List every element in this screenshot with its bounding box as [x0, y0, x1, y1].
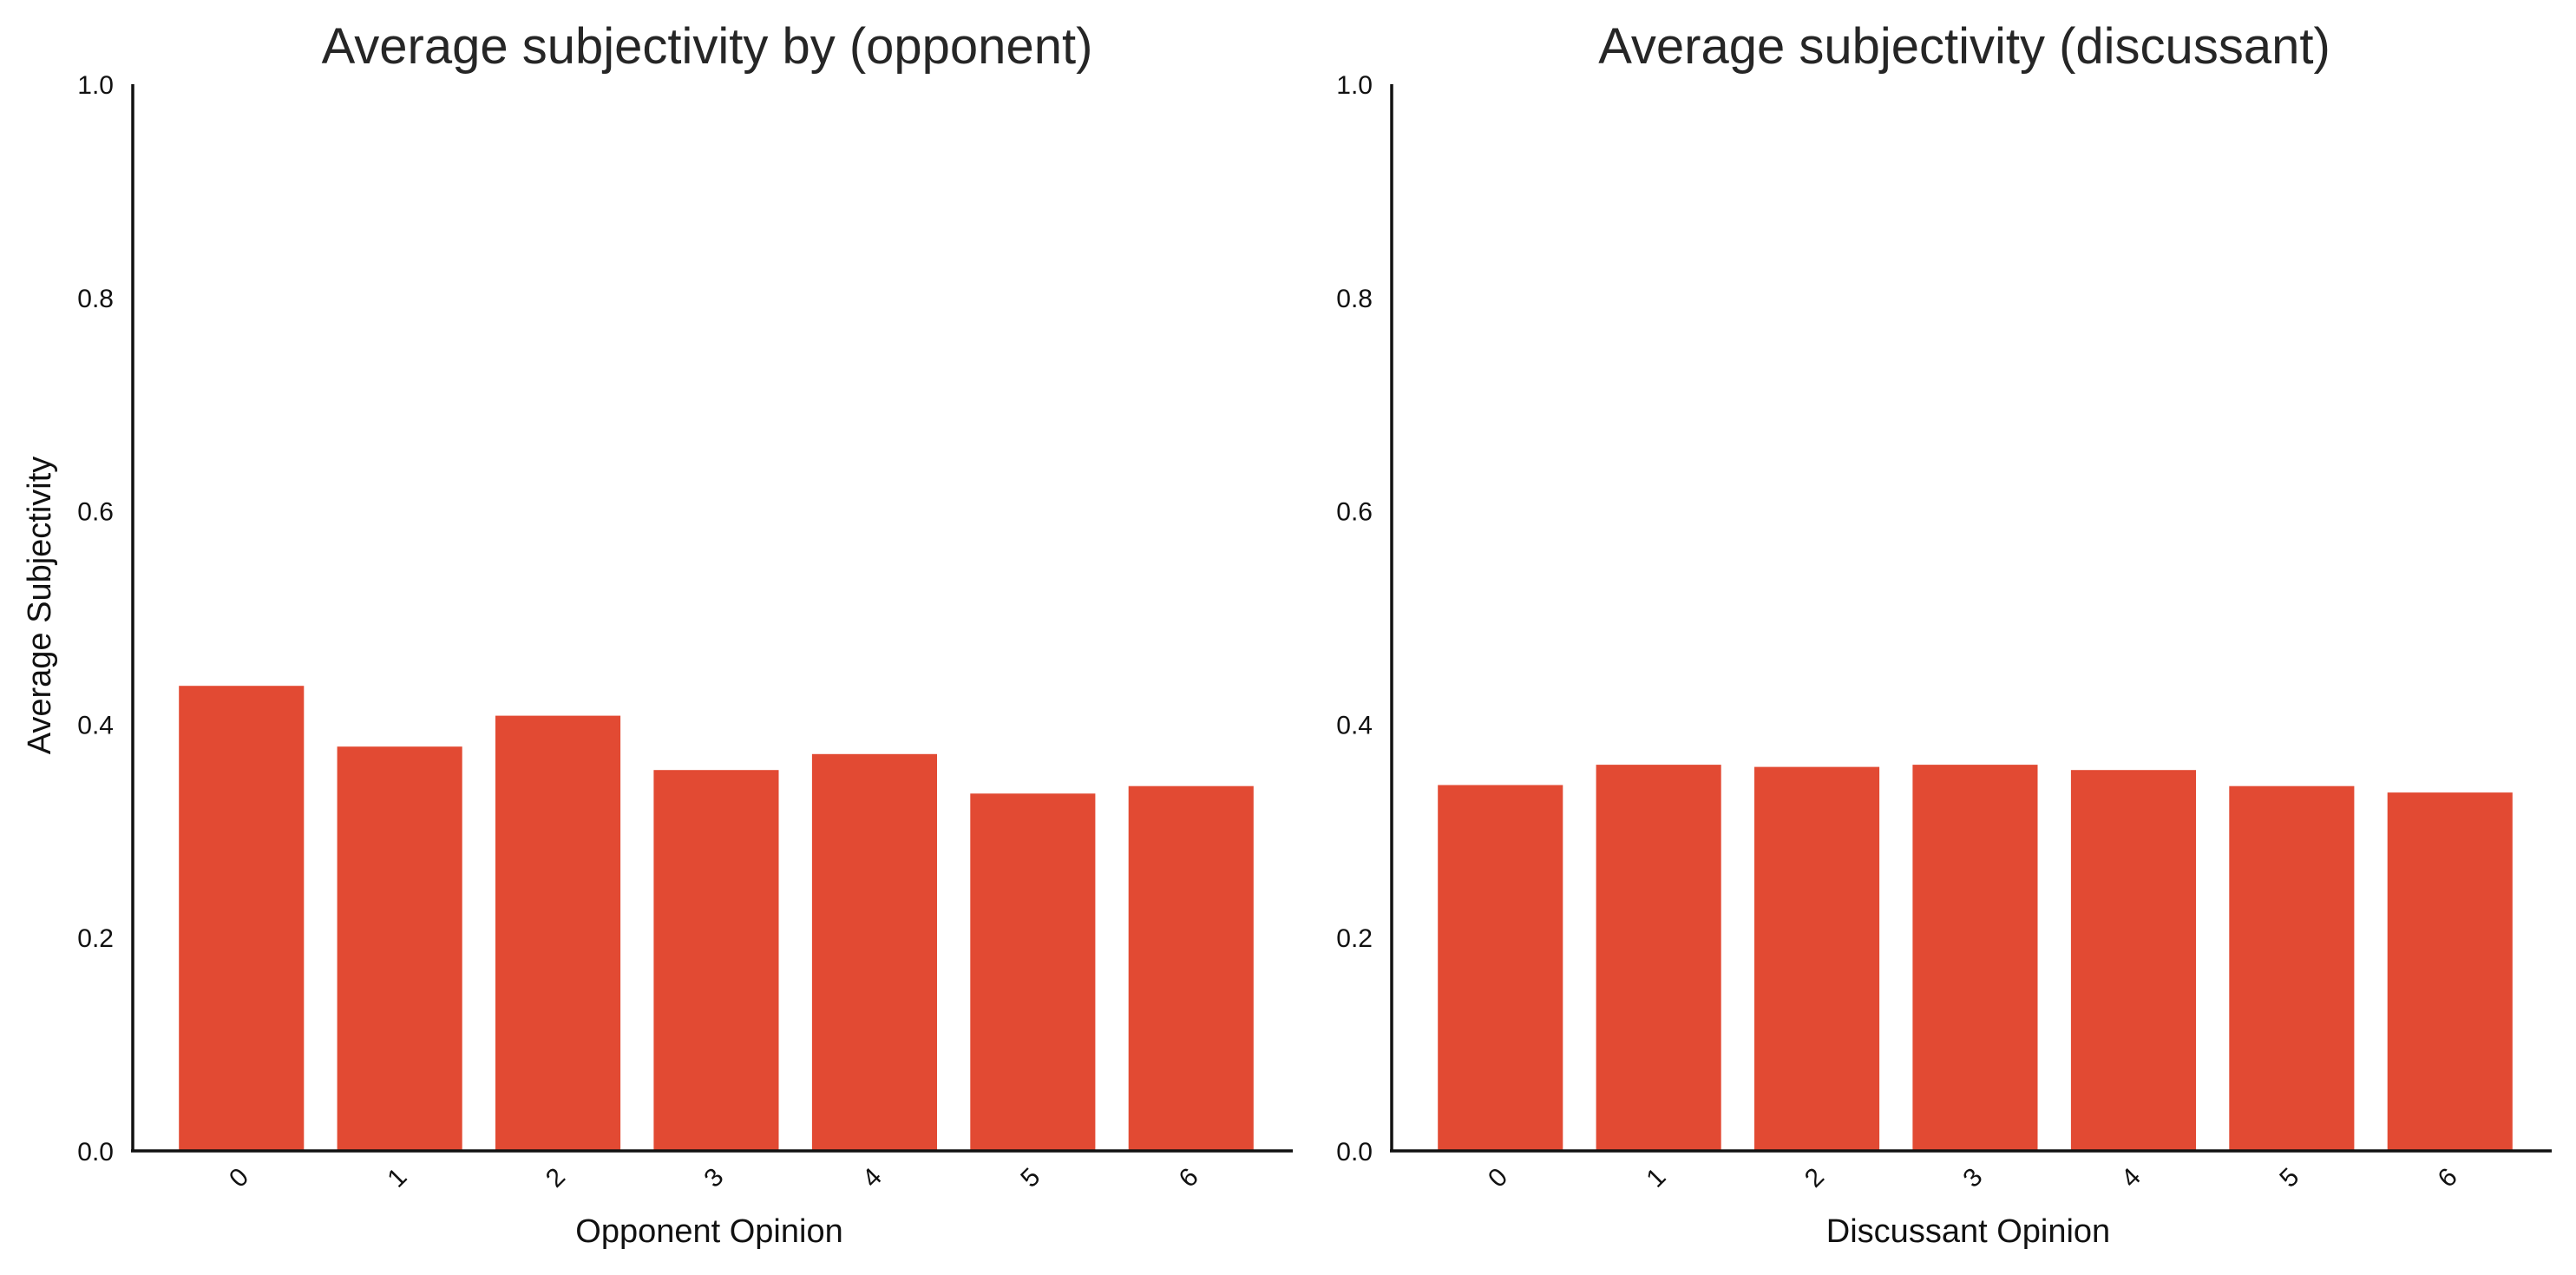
y-tick-label: 1.0 — [77, 71, 114, 100]
chart-title: Average subjectivity (discussant) — [1598, 18, 2330, 75]
y-tick-label: 0.0 — [77, 1138, 114, 1167]
y-tick-label: 0.2 — [77, 924, 114, 953]
bar-6 — [2387, 792, 2513, 1151]
x-axis-label: Opponent Opinion — [575, 1213, 842, 1250]
opponent-subplot: Average subjectivity by (opponent) 0 1 2 3 4 5… — [22, 18, 1293, 1250]
y-tick-label: 0.8 — [1336, 285, 1373, 313]
y-tick-label: 0.6 — [1336, 498, 1373, 527]
x-tick-label: 2 — [1799, 1163, 1830, 1193]
bar-3 — [653, 770, 779, 1151]
y-tick-label: 0.8 — [77, 285, 114, 313]
x-tick-label: 0 — [224, 1163, 254, 1193]
chart-title: Average subjectivity by (opponent) — [322, 18, 1093, 75]
x-tick-label: 4 — [857, 1163, 888, 1193]
x-tick-label: 2 — [541, 1163, 571, 1193]
bar-6 — [1128, 785, 1254, 1151]
x-tick-label: 6 — [2433, 1163, 2463, 1193]
x-tick-label: 1 — [382, 1163, 412, 1193]
x-axis-label: Discussant Opinion — [1826, 1213, 2110, 1250]
y-tick-label: 0.4 — [77, 711, 114, 739]
x-tick-label: 3 — [1957, 1163, 1988, 1193]
x-tick-label: 0 — [1483, 1163, 1513, 1193]
y-tick-label: 0.2 — [1336, 924, 1373, 953]
x-tick-label: 3 — [698, 1163, 729, 1193]
x-tick-label: 5 — [2274, 1163, 2304, 1193]
bar-3 — [1912, 765, 2038, 1151]
bar-1 — [337, 746, 462, 1151]
y-tick-label: 1.0 — [1336, 71, 1373, 100]
x-tick-label: 1 — [1641, 1163, 1671, 1193]
bar-1 — [1596, 765, 1721, 1151]
bar-0 — [1438, 785, 1563, 1151]
x-tick-label: 4 — [2116, 1163, 2147, 1193]
y-tick-label: 0.0 — [1336, 1138, 1373, 1167]
bar-2 — [495, 715, 621, 1151]
bar-5 — [970, 793, 1096, 1151]
bar-4 — [2070, 770, 2196, 1151]
bar-0 — [179, 686, 305, 1151]
bar-2 — [1754, 766, 1880, 1151]
bar-5 — [2229, 785, 2355, 1151]
discussant-subplot: Average subjectivity (discussant) 0 1 2 3 4 5 6… — [1336, 18, 2552, 1250]
bar-4 — [811, 753, 937, 1151]
y-axis-label: Average Subjectivity — [22, 457, 58, 755]
y-tick-label: 0.6 — [77, 498, 114, 527]
x-tick-label: 6 — [1174, 1163, 1204, 1193]
x-tick-label: 5 — [1015, 1163, 1045, 1193]
y-tick-label: 0.4 — [1336, 711, 1373, 739]
